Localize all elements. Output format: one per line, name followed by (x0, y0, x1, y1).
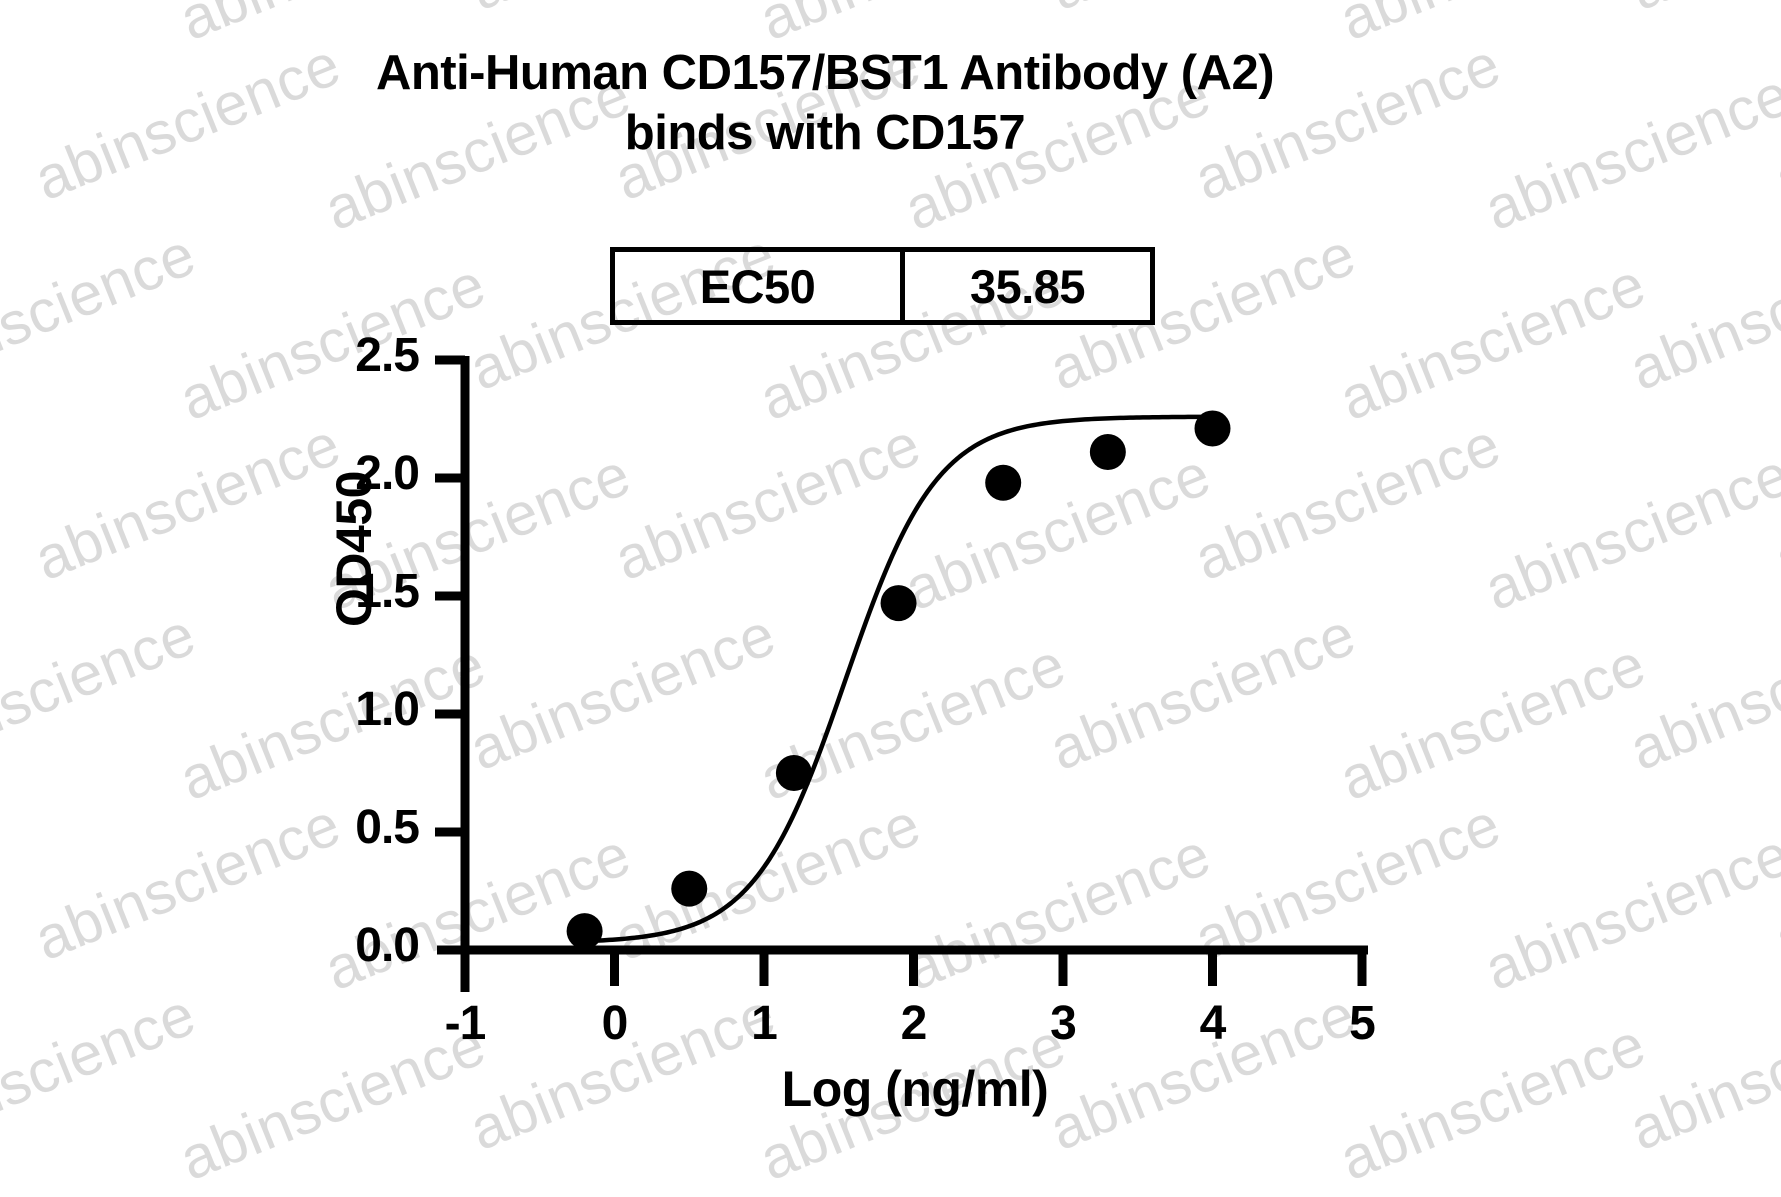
sigmoid-fit-curve (574, 414, 1223, 944)
ec50-label-cell: EC50 (615, 252, 905, 320)
y-axis-tick-label: 1.5 (355, 565, 420, 618)
chart-title-line-1: Anti-Human CD157/BST1 Antibody (A2) (375, 46, 1275, 100)
x-axis-tick-label: 2 (900, 997, 928, 1050)
y-axis-tick-label: 0.0 (355, 919, 420, 972)
x-axis-title: Log (ng/ml) (781, 1061, 1049, 1117)
x-axis-tick-label: 0 (601, 997, 629, 1050)
x-axis-tick-label: 4 (1199, 997, 1227, 1050)
ec50-value-cell: 35.85 (969, 259, 1086, 313)
fit-curve-group (574, 414, 1223, 944)
data-point (566, 913, 603, 950)
data-point (1194, 410, 1231, 447)
y-axis-tick-label: 0.5 (355, 801, 420, 854)
data-point (880, 585, 917, 622)
data-point (1089, 434, 1126, 471)
y-axis-title: OD450 (326, 471, 382, 627)
chart-title-line-2: binds with CD157 (624, 105, 1026, 160)
data-points-group (566, 410, 1231, 950)
x-axis-tick-label: 1 (751, 997, 778, 1050)
axes-group (435, 355, 1368, 992)
y-axis-tick-label: 2.0 (355, 447, 420, 500)
data-point (775, 755, 812, 791)
ec50-table: EC50 35.85 (610, 247, 1155, 325)
data-point (671, 870, 708, 907)
y-axis-tick-label: 2.5 (355, 329, 420, 382)
x-axis-tick-label: 5 (1349, 997, 1376, 1050)
x-axis-tick-label: -1 (444, 997, 487, 1050)
page-title: Anti-Human CD157/BST1 Antibody (A2) bind… (0, 44, 1650, 164)
data-point (985, 464, 1022, 501)
x-axis-tick-label: 3 (1050, 997, 1077, 1050)
y-axis-tick-label: 1.0 (355, 683, 420, 736)
